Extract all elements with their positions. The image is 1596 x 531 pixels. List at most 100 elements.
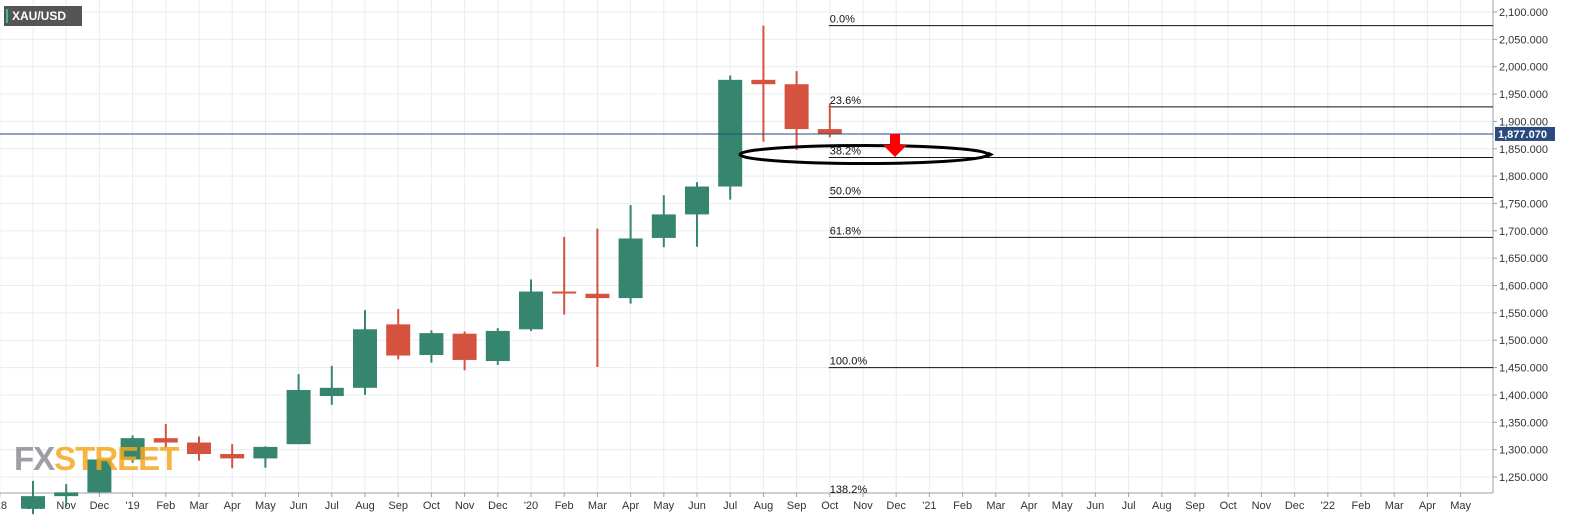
- y-tick-label: 1,750.000: [1499, 198, 1548, 210]
- candle: [319, 365, 344, 405]
- candle-body: [784, 84, 809, 130]
- y-tick-label: 1,850.000: [1499, 144, 1548, 156]
- y-tick-label: 2,050.000: [1499, 34, 1548, 46]
- candle-body: [452, 333, 477, 360]
- x-tick-label: Dec: [886, 500, 906, 512]
- x-tick-label: Nov: [1252, 500, 1272, 512]
- x-tick-label: May: [653, 500, 674, 512]
- x-tick-label: Feb: [953, 500, 972, 512]
- x-tick-label: '22: [1321, 500, 1335, 512]
- candle: [452, 331, 477, 371]
- candle: [286, 374, 311, 445]
- candle-body: [718, 79, 743, 187]
- candle-body: [585, 293, 610, 299]
- down-arrow-head: [883, 145, 907, 157]
- candle-body: [153, 438, 178, 443]
- x-tick-label: Jul: [1122, 500, 1136, 512]
- candle-body: [220, 454, 245, 459]
- candle-body: [618, 238, 643, 299]
- x-tick-label: '20: [524, 500, 538, 512]
- x-tick-label: Aug: [355, 500, 375, 512]
- x-tick-label: Jun: [1087, 500, 1105, 512]
- fib-level-label: 61.8%: [830, 225, 861, 237]
- x-tick-label: Sep: [388, 500, 408, 512]
- x-tick-label: '19: [125, 500, 139, 512]
- x-tick-label: Mar: [588, 500, 607, 512]
- candle: [552, 236, 577, 315]
- candle-body: [751, 79, 776, 85]
- candle: [419, 330, 444, 363]
- candle-body: [685, 186, 709, 215]
- x-tick-label: Nov: [853, 500, 873, 512]
- y-tick-label: 1,450.000: [1499, 363, 1548, 375]
- candle: [253, 446, 278, 468]
- candle-body: [319, 387, 344, 397]
- candle-body: [120, 438, 145, 460]
- x-tick-label: Dec: [488, 500, 508, 512]
- x-tick-label: Feb: [156, 500, 175, 512]
- candle-body: [353, 329, 377, 388]
- candle: [718, 75, 743, 200]
- candle-body: [286, 390, 311, 445]
- candle-body: [485, 330, 510, 362]
- x-tick-label: Mar: [190, 500, 209, 512]
- x-tick-label: Apr: [224, 500, 241, 512]
- x-tick-label: May: [1450, 500, 1471, 512]
- candle-body: [419, 333, 444, 356]
- y-tick-label: 1,250.000: [1499, 472, 1548, 484]
- candle-body: [651, 214, 676, 238]
- y-tick-label: 1,800.000: [1499, 171, 1548, 183]
- candle: [618, 205, 643, 304]
- candle: [87, 458, 112, 493]
- x-tick-label: Nov: [455, 500, 475, 512]
- x-tick-label: Feb: [555, 500, 574, 512]
- x-tick-label: Aug: [1152, 500, 1172, 512]
- y-tick-label: 1,900.000: [1499, 116, 1548, 128]
- candle: [220, 444, 245, 469]
- x-tick-label: '21: [922, 500, 936, 512]
- symbol-badge[interactable]: XAU/USD: [4, 6, 82, 26]
- x-tick-label: Jun: [688, 500, 706, 512]
- x-tick-label: Jul: [325, 500, 339, 512]
- candle-body: [519, 291, 543, 330]
- x-tick-label: Mar: [1385, 500, 1404, 512]
- candle-body: [54, 492, 79, 497]
- symbol-color-marker: [6, 9, 8, 23]
- y-tick-label: 1,550.000: [1499, 308, 1548, 320]
- fib-level-label: 0.0%: [830, 14, 855, 26]
- y-tick-label: 2,100.000: [1499, 7, 1548, 19]
- down-arrow-icon: [883, 134, 907, 157]
- candle-body: [87, 459, 112, 493]
- candle: [187, 436, 211, 461]
- candle: [120, 435, 145, 463]
- candle: [817, 103, 842, 138]
- candle: [21, 480, 45, 515]
- x-tick-label: Apr: [1419, 500, 1436, 512]
- x-tick-label: Apr: [622, 500, 639, 512]
- x-tick-label: Apr: [1020, 500, 1037, 512]
- y-tick-label: 1,650.000: [1499, 253, 1548, 265]
- x-tick-label: Dec: [1285, 500, 1305, 512]
- y-tick-label: 2,000.000: [1499, 62, 1548, 74]
- down-arrow-shaft: [890, 134, 900, 145]
- candle: [585, 228, 610, 368]
- x-tick-label: Dec: [90, 500, 110, 512]
- x-tick-label: May: [1052, 500, 1073, 512]
- x-tick-label: Jul: [723, 500, 737, 512]
- candle: [353, 310, 377, 395]
- x-tick-label: Oct: [1220, 500, 1237, 512]
- fib-level-label: 100.0%: [830, 356, 868, 368]
- y-tick-label: 1,600.000: [1499, 281, 1548, 293]
- candle-body: [817, 129, 842, 134]
- y-tick-label: 1,400.000: [1499, 390, 1548, 402]
- fib-level-label: 50.0%: [830, 185, 861, 197]
- candle: [651, 195, 676, 248]
- y-tick-label: 1,300.000: [1499, 445, 1548, 457]
- candle-body: [187, 442, 211, 455]
- candle: [386, 309, 411, 360]
- x-tick-label: Mar: [986, 500, 1005, 512]
- candle: [54, 484, 79, 507]
